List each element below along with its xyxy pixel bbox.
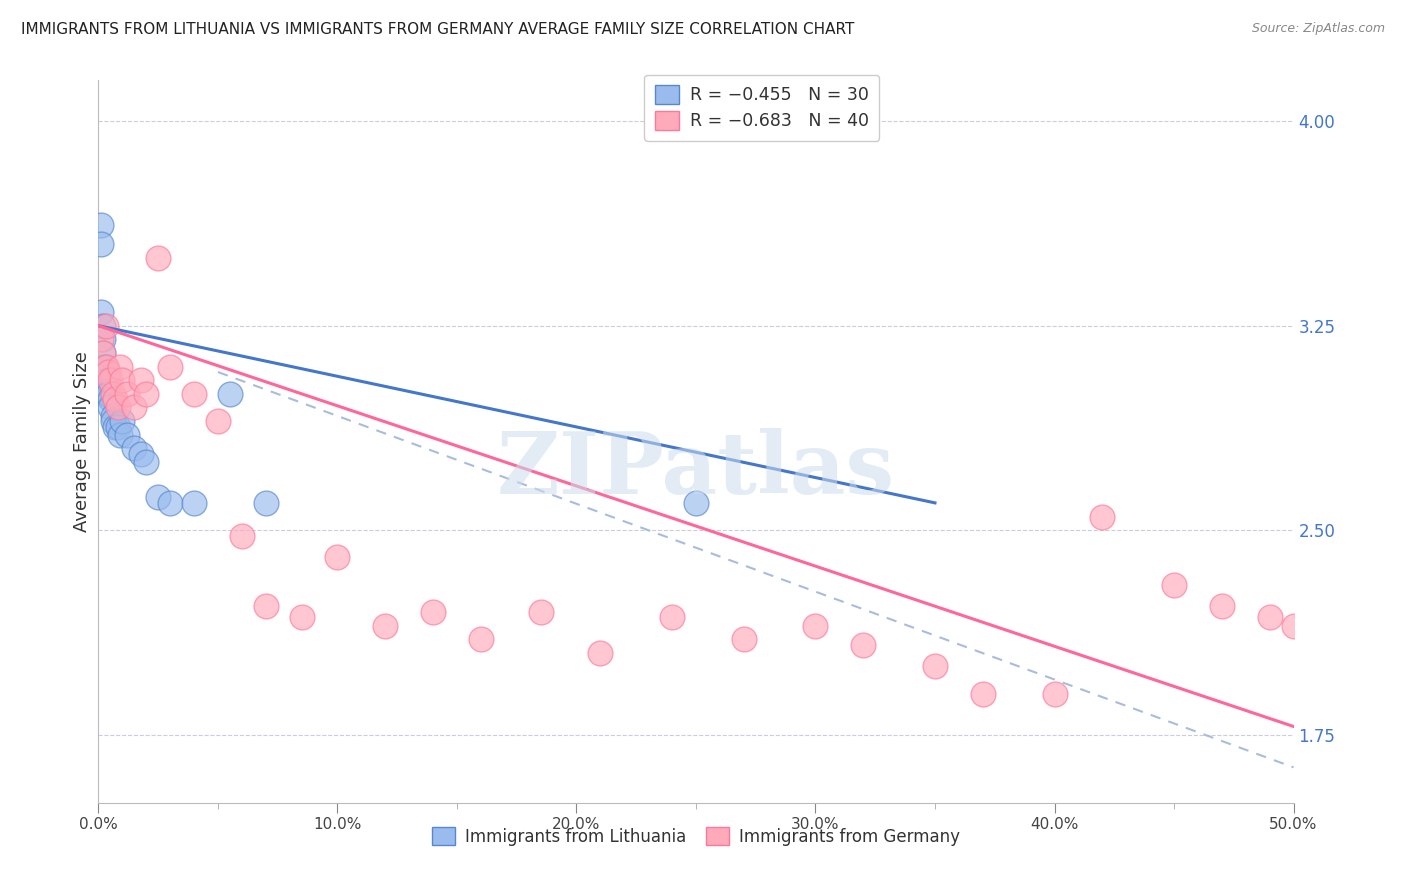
Point <box>135 455 157 469</box>
Point <box>1091 509 1114 524</box>
Point <box>115 427 138 442</box>
Point <box>131 447 153 461</box>
Point <box>1258 610 1281 624</box>
Point <box>108 359 131 374</box>
Point <box>148 251 170 265</box>
Point <box>97 373 120 387</box>
Point <box>804 618 827 632</box>
Point <box>148 491 170 505</box>
Point <box>91 346 114 360</box>
Point <box>104 419 127 434</box>
Point <box>219 387 242 401</box>
Point <box>98 392 122 407</box>
Point <box>91 346 114 360</box>
Point <box>254 599 277 614</box>
Point <box>159 496 181 510</box>
Point <box>159 359 181 374</box>
Point <box>231 528 253 542</box>
Point <box>924 659 946 673</box>
Point <box>1211 599 1233 614</box>
Point <box>94 318 117 333</box>
Point <box>94 359 117 374</box>
Point <box>124 401 146 415</box>
Point <box>1043 687 1066 701</box>
Point <box>254 496 277 510</box>
Point <box>94 373 117 387</box>
Text: ZIPatlas: ZIPatlas <box>496 428 896 512</box>
Point <box>207 414 229 428</box>
Point <box>101 387 124 401</box>
Point <box>183 387 205 401</box>
Legend: Immigrants from Lithuania, Immigrants from Germany: Immigrants from Lithuania, Immigrants fr… <box>422 817 970 856</box>
Point <box>90 305 112 319</box>
Point <box>111 414 134 428</box>
Point <box>98 401 122 415</box>
Point <box>135 387 157 401</box>
Point <box>589 646 612 660</box>
Point <box>107 401 129 415</box>
Point <box>101 409 124 423</box>
Point <box>1163 577 1185 591</box>
Point <box>124 442 146 456</box>
Point <box>91 359 114 374</box>
Point <box>91 332 114 346</box>
Point <box>94 359 117 374</box>
Point <box>91 318 114 333</box>
Point <box>94 387 117 401</box>
Point <box>90 236 112 251</box>
Point <box>115 387 138 401</box>
Point <box>374 618 396 632</box>
Point <box>326 550 349 565</box>
Point <box>183 496 205 510</box>
Point <box>661 610 683 624</box>
Point <box>90 332 112 346</box>
Point <box>131 373 153 387</box>
Point <box>97 387 120 401</box>
Point <box>470 632 492 647</box>
Text: Source: ZipAtlas.com: Source: ZipAtlas.com <box>1251 22 1385 36</box>
Point <box>104 392 127 407</box>
Point <box>530 605 553 619</box>
Point <box>972 687 994 701</box>
Point <box>685 496 707 510</box>
Point <box>422 605 444 619</box>
Point <box>852 638 875 652</box>
Point <box>291 610 314 624</box>
Point <box>733 632 755 647</box>
Y-axis label: Average Family Size: Average Family Size <box>73 351 91 532</box>
Point <box>101 414 124 428</box>
Point <box>107 419 129 434</box>
Point <box>90 218 112 232</box>
Point <box>108 427 131 442</box>
Text: IMMIGRANTS FROM LITHUANIA VS IMMIGRANTS FROM GERMANY AVERAGE FAMILY SIZE CORRELA: IMMIGRANTS FROM LITHUANIA VS IMMIGRANTS … <box>21 22 855 37</box>
Point <box>97 365 120 379</box>
Point <box>111 373 134 387</box>
Point <box>98 373 122 387</box>
Point <box>1282 618 1305 632</box>
